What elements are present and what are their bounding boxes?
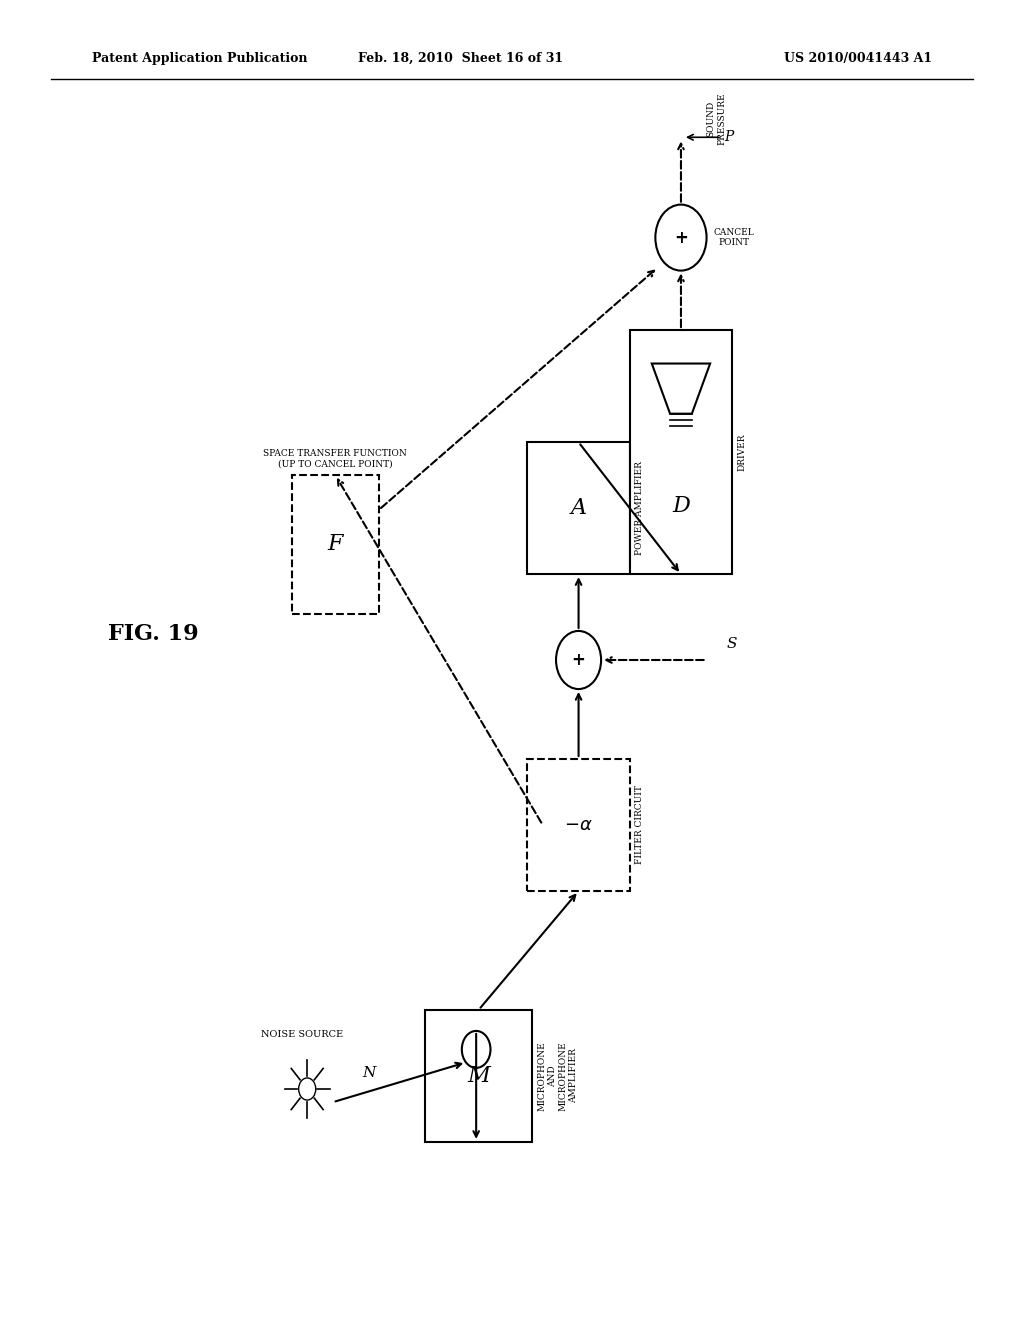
Text: N: N bbox=[361, 1067, 376, 1080]
Text: P: P bbox=[724, 131, 733, 144]
Text: S: S bbox=[727, 638, 737, 651]
Text: CANCEL
POINT: CANCEL POINT bbox=[714, 228, 755, 247]
Bar bbox=[527, 442, 630, 574]
Bar bbox=[292, 475, 379, 614]
Circle shape bbox=[299, 1078, 315, 1100]
Text: POWER AMPLIFIER: POWER AMPLIFIER bbox=[635, 461, 644, 556]
Text: FIG. 19: FIG. 19 bbox=[109, 623, 199, 644]
Text: A: A bbox=[570, 498, 587, 519]
Text: NOISE SOURCE: NOISE SOURCE bbox=[261, 1030, 343, 1039]
Bar bbox=[527, 759, 630, 891]
Text: M: M bbox=[467, 1065, 490, 1086]
Bar bbox=[630, 330, 732, 574]
Text: F: F bbox=[328, 533, 343, 556]
Bar bbox=[425, 1010, 532, 1142]
Text: $-\alpha$: $-\alpha$ bbox=[564, 816, 593, 834]
Text: DRIVER: DRIVER bbox=[737, 433, 746, 471]
Text: Patent Application Publication: Patent Application Publication bbox=[92, 51, 307, 65]
Text: SOUND
PRESSURE: SOUND PRESSURE bbox=[707, 92, 726, 145]
Text: MICROPHONE
AND
MICROPHONE
AMPLIFIER: MICROPHONE AND MICROPHONE AMPLIFIER bbox=[538, 1041, 578, 1110]
Text: Feb. 18, 2010  Sheet 16 of 31: Feb. 18, 2010 Sheet 16 of 31 bbox=[358, 51, 563, 65]
Circle shape bbox=[462, 1031, 490, 1068]
Text: +: + bbox=[571, 651, 586, 669]
Text: SPACE TRANSFER FUNCTION
(UP TO CANCEL POINT): SPACE TRANSFER FUNCTION (UP TO CANCEL PO… bbox=[263, 449, 408, 469]
Text: FILTER CIRCUIT: FILTER CIRCUIT bbox=[635, 785, 644, 865]
Polygon shape bbox=[652, 363, 711, 413]
Circle shape bbox=[556, 631, 601, 689]
Text: US 2010/0041443 A1: US 2010/0041443 A1 bbox=[783, 51, 932, 65]
Circle shape bbox=[655, 205, 707, 271]
Text: D: D bbox=[672, 495, 690, 517]
Text: +: + bbox=[674, 228, 688, 247]
